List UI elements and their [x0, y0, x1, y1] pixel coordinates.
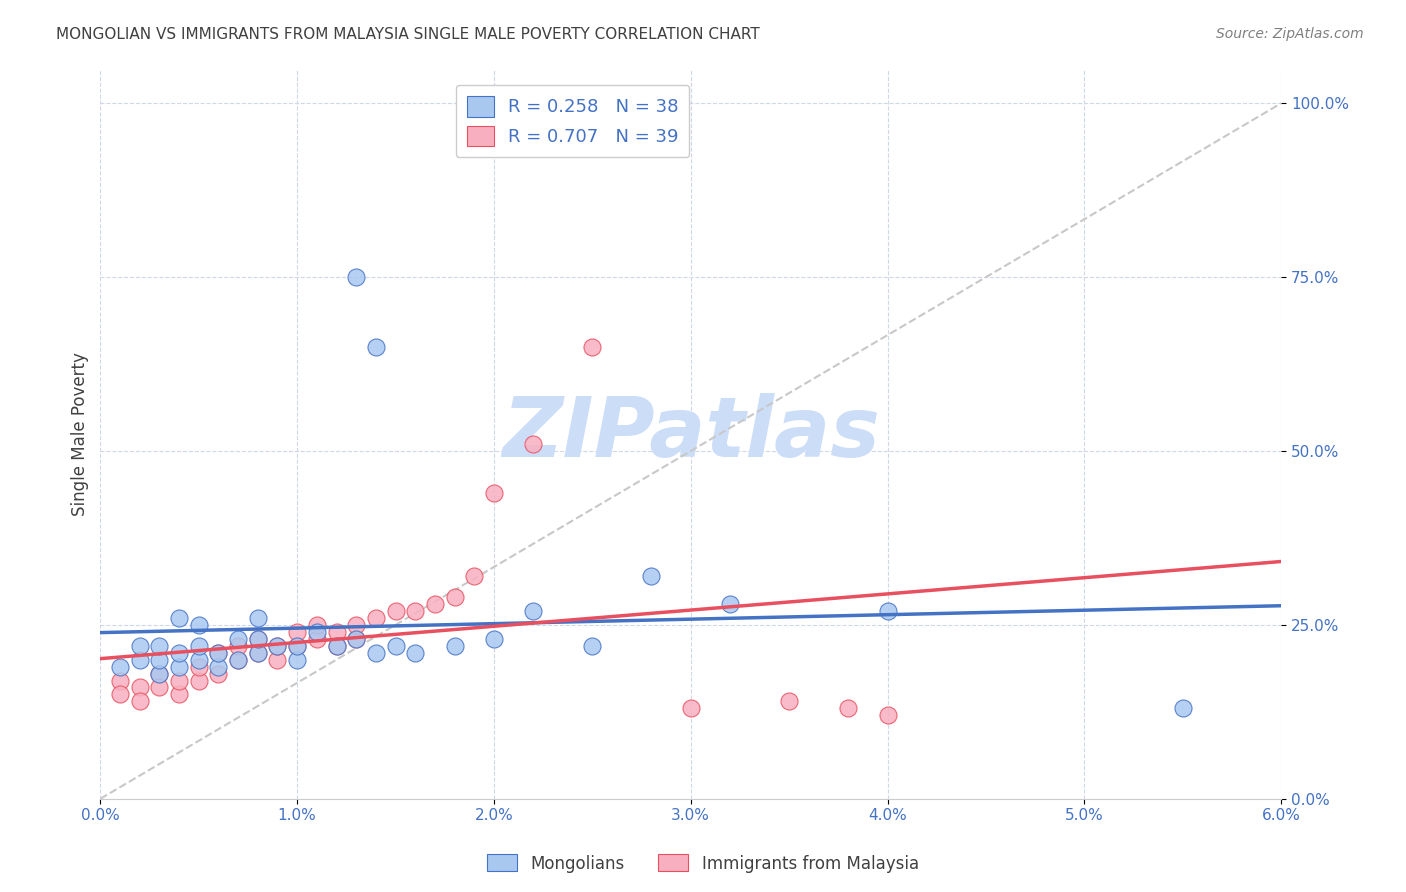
Point [423, 597, 446, 611]
Text: ZIPatlas: ZIPatlas [502, 393, 880, 475]
Point [344, 632, 367, 646]
Point [128, 653, 150, 667]
Point [305, 618, 328, 632]
Point [246, 632, 269, 646]
Point [128, 681, 150, 695]
Point [167, 646, 190, 660]
Point [187, 659, 209, 673]
Point [148, 639, 170, 653]
Point [187, 618, 209, 632]
Point [344, 270, 367, 285]
Point [266, 639, 288, 653]
Point [581, 340, 603, 354]
Point [246, 611, 269, 625]
Point [108, 659, 131, 673]
Point [246, 632, 269, 646]
Point [207, 659, 229, 673]
Point [246, 646, 269, 660]
Point [325, 624, 347, 639]
Point [404, 646, 426, 660]
Point [482, 632, 505, 646]
Point [325, 639, 347, 653]
Point [108, 673, 131, 688]
Point [207, 666, 229, 681]
Point [876, 708, 898, 723]
Point [128, 639, 150, 653]
Point [226, 653, 249, 667]
Point [187, 673, 209, 688]
Point [266, 653, 288, 667]
Point [167, 659, 190, 673]
Point [443, 639, 465, 653]
Point [148, 666, 170, 681]
Point [148, 666, 170, 681]
Point [285, 639, 308, 653]
Point [778, 694, 800, 708]
Point [246, 646, 269, 660]
Text: Source: ZipAtlas.com: Source: ZipAtlas.com [1216, 27, 1364, 41]
Point [364, 611, 387, 625]
Point [285, 653, 308, 667]
Point [404, 604, 426, 618]
Point [108, 688, 131, 702]
Point [148, 653, 170, 667]
Point [837, 701, 859, 715]
Point [226, 632, 249, 646]
Point [148, 681, 170, 695]
Point [187, 639, 209, 653]
Point [187, 653, 209, 667]
Point [285, 639, 308, 653]
Point [482, 485, 505, 500]
Legend: Mongolians, Immigrants from Malaysia: Mongolians, Immigrants from Malaysia [481, 847, 925, 880]
Point [167, 611, 190, 625]
Point [876, 604, 898, 618]
Point [384, 604, 406, 618]
Point [266, 639, 288, 653]
Point [325, 639, 347, 653]
Point [167, 688, 190, 702]
Point [226, 639, 249, 653]
Point [581, 639, 603, 653]
Point [384, 639, 406, 653]
Point [718, 597, 741, 611]
Point [167, 673, 190, 688]
Point [463, 569, 485, 583]
Point [1171, 701, 1194, 715]
Point [364, 646, 387, 660]
Point [305, 624, 328, 639]
Point [443, 590, 465, 604]
Point [285, 624, 308, 639]
Point [207, 646, 229, 660]
Point [522, 604, 544, 618]
Point [305, 632, 328, 646]
Point [128, 694, 150, 708]
Point [364, 340, 387, 354]
Point [344, 632, 367, 646]
Text: MONGOLIAN VS IMMIGRANTS FROM MALAYSIA SINGLE MALE POVERTY CORRELATION CHART: MONGOLIAN VS IMMIGRANTS FROM MALAYSIA SI… [56, 27, 761, 42]
Point [522, 437, 544, 451]
Point [226, 653, 249, 667]
Point [344, 618, 367, 632]
Legend: R = 0.258   N = 38, R = 0.707   N = 39: R = 0.258 N = 38, R = 0.707 N = 39 [456, 85, 689, 157]
Point [679, 701, 702, 715]
Y-axis label: Single Male Poverty: Single Male Poverty [72, 351, 89, 516]
Point [640, 569, 662, 583]
Point [207, 646, 229, 660]
